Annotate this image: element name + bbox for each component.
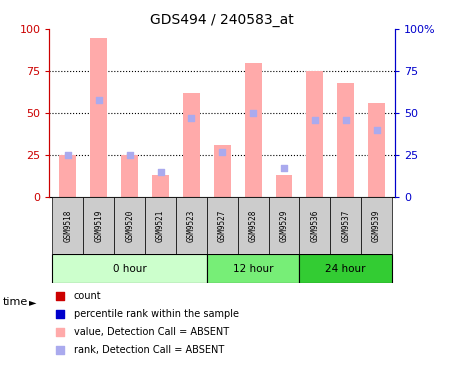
Bar [330, 197, 361, 254]
Point [188, 115, 195, 121]
Bar [337, 83, 354, 197]
Text: 0 hour: 0 hour [113, 264, 146, 274]
Bar [121, 155, 138, 197]
Bar [207, 254, 299, 283]
Text: GSM9521: GSM9521 [156, 209, 165, 242]
Bar [90, 38, 107, 197]
Point [64, 152, 71, 158]
Bar [114, 197, 145, 254]
Text: GSM9539: GSM9539 [372, 209, 381, 242]
Point [250, 110, 257, 116]
Point [373, 127, 380, 133]
Bar [245, 63, 262, 197]
Point [342, 117, 349, 123]
Text: GSM9523: GSM9523 [187, 209, 196, 242]
Bar [361, 197, 392, 254]
Text: GSM9518: GSM9518 [63, 209, 72, 242]
Bar [207, 197, 238, 254]
Point [313, 107, 320, 113]
Text: GSM9527: GSM9527 [218, 209, 227, 242]
Text: 24 hour: 24 hour [326, 264, 366, 274]
Bar [276, 175, 292, 197]
Text: GSM9529: GSM9529 [279, 209, 289, 242]
Bar [238, 197, 269, 254]
Bar [152, 175, 169, 197]
Bar [84, 197, 114, 254]
Point [126, 152, 133, 158]
Text: percentile rank within the sample: percentile rank within the sample [74, 309, 238, 319]
Bar [306, 71, 323, 197]
Text: count: count [74, 291, 101, 301]
Text: GSM9528: GSM9528 [249, 209, 258, 242]
Text: ►: ► [29, 297, 37, 307]
Bar [145, 197, 176, 254]
Point [313, 270, 320, 276]
Point [95, 97, 102, 102]
Text: rank, Detection Call = ABSENT: rank, Detection Call = ABSENT [74, 345, 224, 355]
Text: 12 hour: 12 hour [233, 264, 273, 274]
Bar [183, 93, 200, 197]
Point [311, 117, 318, 123]
Point [280, 165, 287, 171]
Bar [214, 145, 231, 197]
Text: GSM9537: GSM9537 [341, 209, 350, 242]
Bar [176, 197, 207, 254]
Bar [53, 197, 84, 254]
Bar [299, 197, 330, 254]
Bar [368, 103, 385, 197]
Text: value, Detection Call = ABSENT: value, Detection Call = ABSENT [74, 327, 229, 337]
Text: GSM9519: GSM9519 [94, 209, 103, 242]
Text: GSM9520: GSM9520 [125, 209, 134, 242]
Point [219, 149, 226, 154]
Bar [269, 197, 299, 254]
Bar [299, 254, 392, 283]
Bar [59, 155, 76, 197]
Title: GDS494 / 240583_at: GDS494 / 240583_at [150, 13, 294, 27]
Point [157, 169, 164, 175]
Text: GSM9536: GSM9536 [310, 209, 319, 242]
Text: time: time [2, 297, 27, 307]
Bar [53, 254, 207, 283]
